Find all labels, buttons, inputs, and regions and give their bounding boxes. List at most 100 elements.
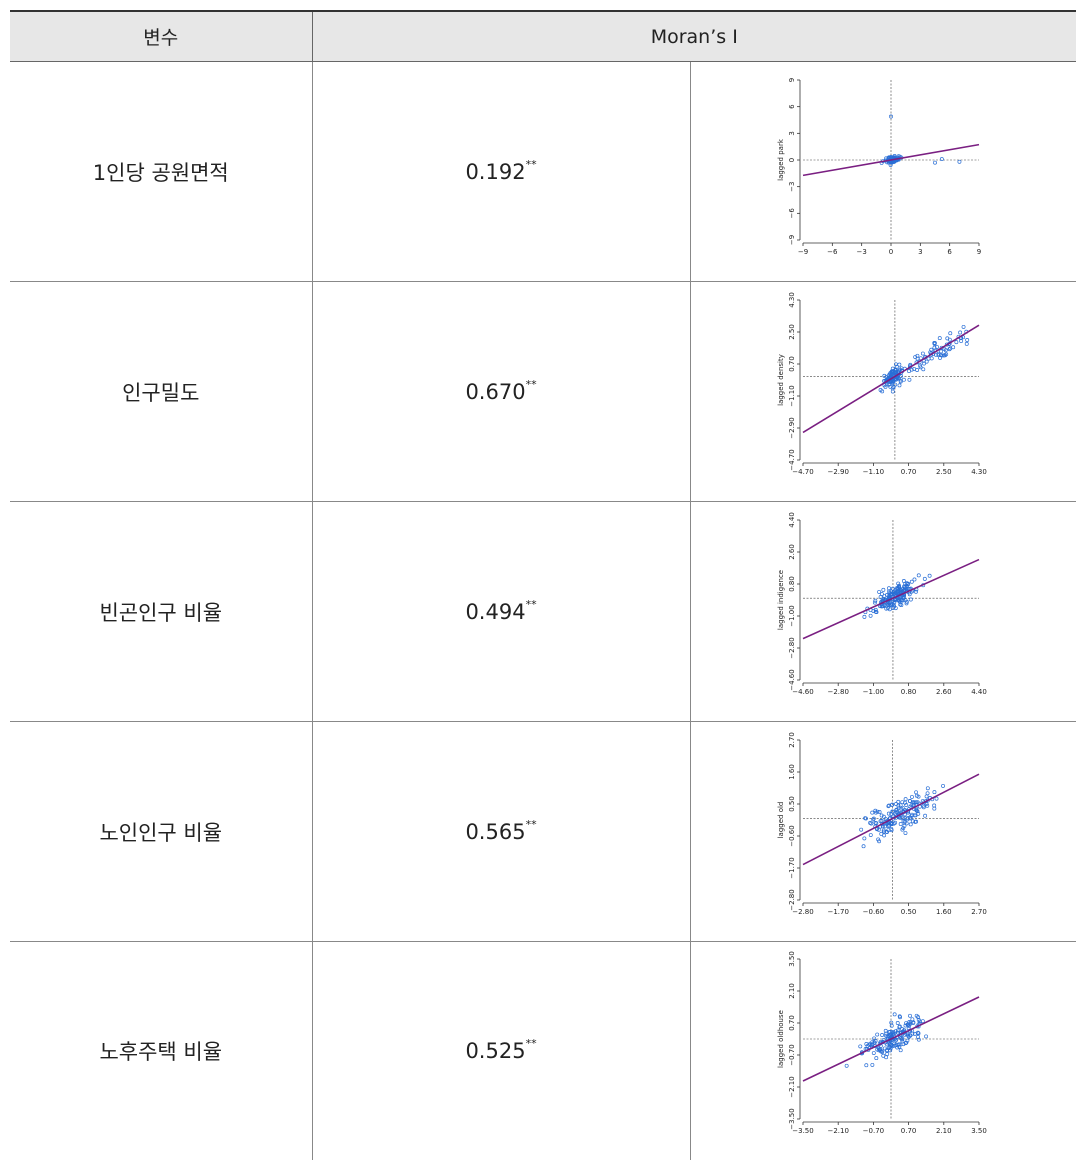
x-tick-label: −1.70: [828, 908, 849, 916]
x-tick-label: 0: [889, 248, 893, 256]
y-tick-label: −1.00: [788, 605, 796, 626]
data-point: [934, 161, 937, 164]
data-point: [873, 1037, 876, 1040]
x-tick-label: 0.80: [901, 688, 917, 696]
x-tick-label: 4.40: [971, 688, 987, 696]
regression-line: [803, 559, 979, 638]
data-point: [903, 579, 906, 582]
y-tick-label: 3.50: [788, 951, 796, 967]
data-point: [869, 614, 872, 617]
y-tick-label: −3.50: [788, 1108, 796, 1129]
data-point: [942, 784, 945, 787]
y-tick-label: 2.10: [788, 983, 796, 999]
y-tick-label: 0: [788, 157, 796, 161]
variable-name: 1인당 공원면적: [10, 62, 312, 282]
x-tick-label: 0.70: [901, 1127, 917, 1135]
data-point: [926, 786, 929, 789]
data-point: [904, 831, 907, 834]
data-point: [899, 1049, 902, 1052]
y-tick-label: −2.80: [788, 889, 796, 910]
header-moran: Moran’s I: [312, 11, 1076, 62]
data-point: [872, 1051, 875, 1054]
y-tick-label: −2.90: [788, 417, 796, 438]
data-point: [925, 1035, 928, 1038]
data-point: [952, 345, 955, 348]
significance-mark: **: [526, 1037, 537, 1050]
table-row: 인구밀도 0.670** −4.70 −2.90 −1.10 0.70 2.50 4.30…: [10, 282, 1076, 502]
data-point: [930, 356, 933, 359]
y-tick-label: −4.60: [788, 669, 796, 690]
y-tick-label: −0.60: [788, 825, 796, 846]
data-point: [948, 347, 951, 350]
data-point: [962, 325, 965, 328]
variable-name: 인구밀도: [10, 282, 312, 502]
x-tick-label: −0.60: [863, 908, 884, 916]
x-tick-label: 1.60: [936, 908, 952, 916]
data-point: [909, 597, 912, 600]
data-point: [909, 822, 912, 825]
y-axis-label: lagged oldhouse: [777, 1010, 785, 1068]
data-point: [869, 833, 872, 836]
x-tick-label: −3: [857, 248, 867, 256]
data-point: [938, 336, 941, 339]
y-tick-label: −9: [788, 234, 796, 244]
x-tick-label: 3: [918, 248, 922, 256]
x-tick-label: 0.70: [901, 468, 917, 476]
data-point: [928, 574, 931, 577]
y-tick-label: −3: [788, 181, 796, 191]
data-point: [903, 378, 906, 381]
data-point: [881, 1033, 884, 1036]
x-tick-label: 6: [948, 248, 953, 256]
data-point: [933, 803, 936, 806]
data-point: [965, 342, 968, 345]
data-point: [865, 1064, 868, 1067]
x-tick-label: 9: [977, 248, 981, 256]
y-tick-label: 0.80: [788, 576, 796, 592]
data-point: [895, 802, 898, 805]
variable-name: 노후주택 비율: [10, 942, 312, 1160]
data-point: [949, 331, 952, 334]
data-point: [915, 790, 918, 793]
data-point: [922, 367, 925, 370]
x-tick-label: −1.00: [863, 688, 884, 696]
x-tick-label: 4.30: [971, 468, 987, 476]
data-point: [925, 794, 928, 797]
y-tick-label: 0.70: [788, 1015, 796, 1031]
data-point: [863, 615, 866, 618]
y-tick-label: 6: [788, 103, 796, 108]
y-tick-label: 2.50: [788, 324, 796, 340]
moran-value: 0.494**: [312, 502, 690, 722]
data-point: [940, 157, 943, 160]
y-axis-label: lagged park: [777, 138, 785, 181]
data-point: [911, 795, 914, 798]
data-point: [860, 828, 863, 831]
x-tick-label: −2.80: [828, 688, 849, 696]
y-tick-label: 4.40: [788, 512, 796, 528]
data-point: [966, 338, 969, 341]
data-point: [878, 590, 881, 593]
data-point: [882, 588, 885, 591]
data-point: [959, 330, 962, 333]
x-tick-label: 2.70: [971, 908, 987, 916]
data-point: [894, 383, 897, 386]
y-axis-label: lagged old: [777, 801, 785, 838]
data-point: [921, 1020, 924, 1023]
x-tick-label: 2.10: [936, 1127, 952, 1135]
moran-value: 0.670**: [312, 282, 690, 502]
y-tick-label: −1.10: [788, 385, 796, 406]
y-tick-label: 2.70: [788, 732, 796, 748]
y-tick-label: 3: [788, 131, 796, 135]
x-tick-label: −0.70: [863, 1127, 884, 1135]
y-tick-label: −4.70: [788, 449, 796, 470]
header-variable: 변수: [10, 11, 312, 62]
